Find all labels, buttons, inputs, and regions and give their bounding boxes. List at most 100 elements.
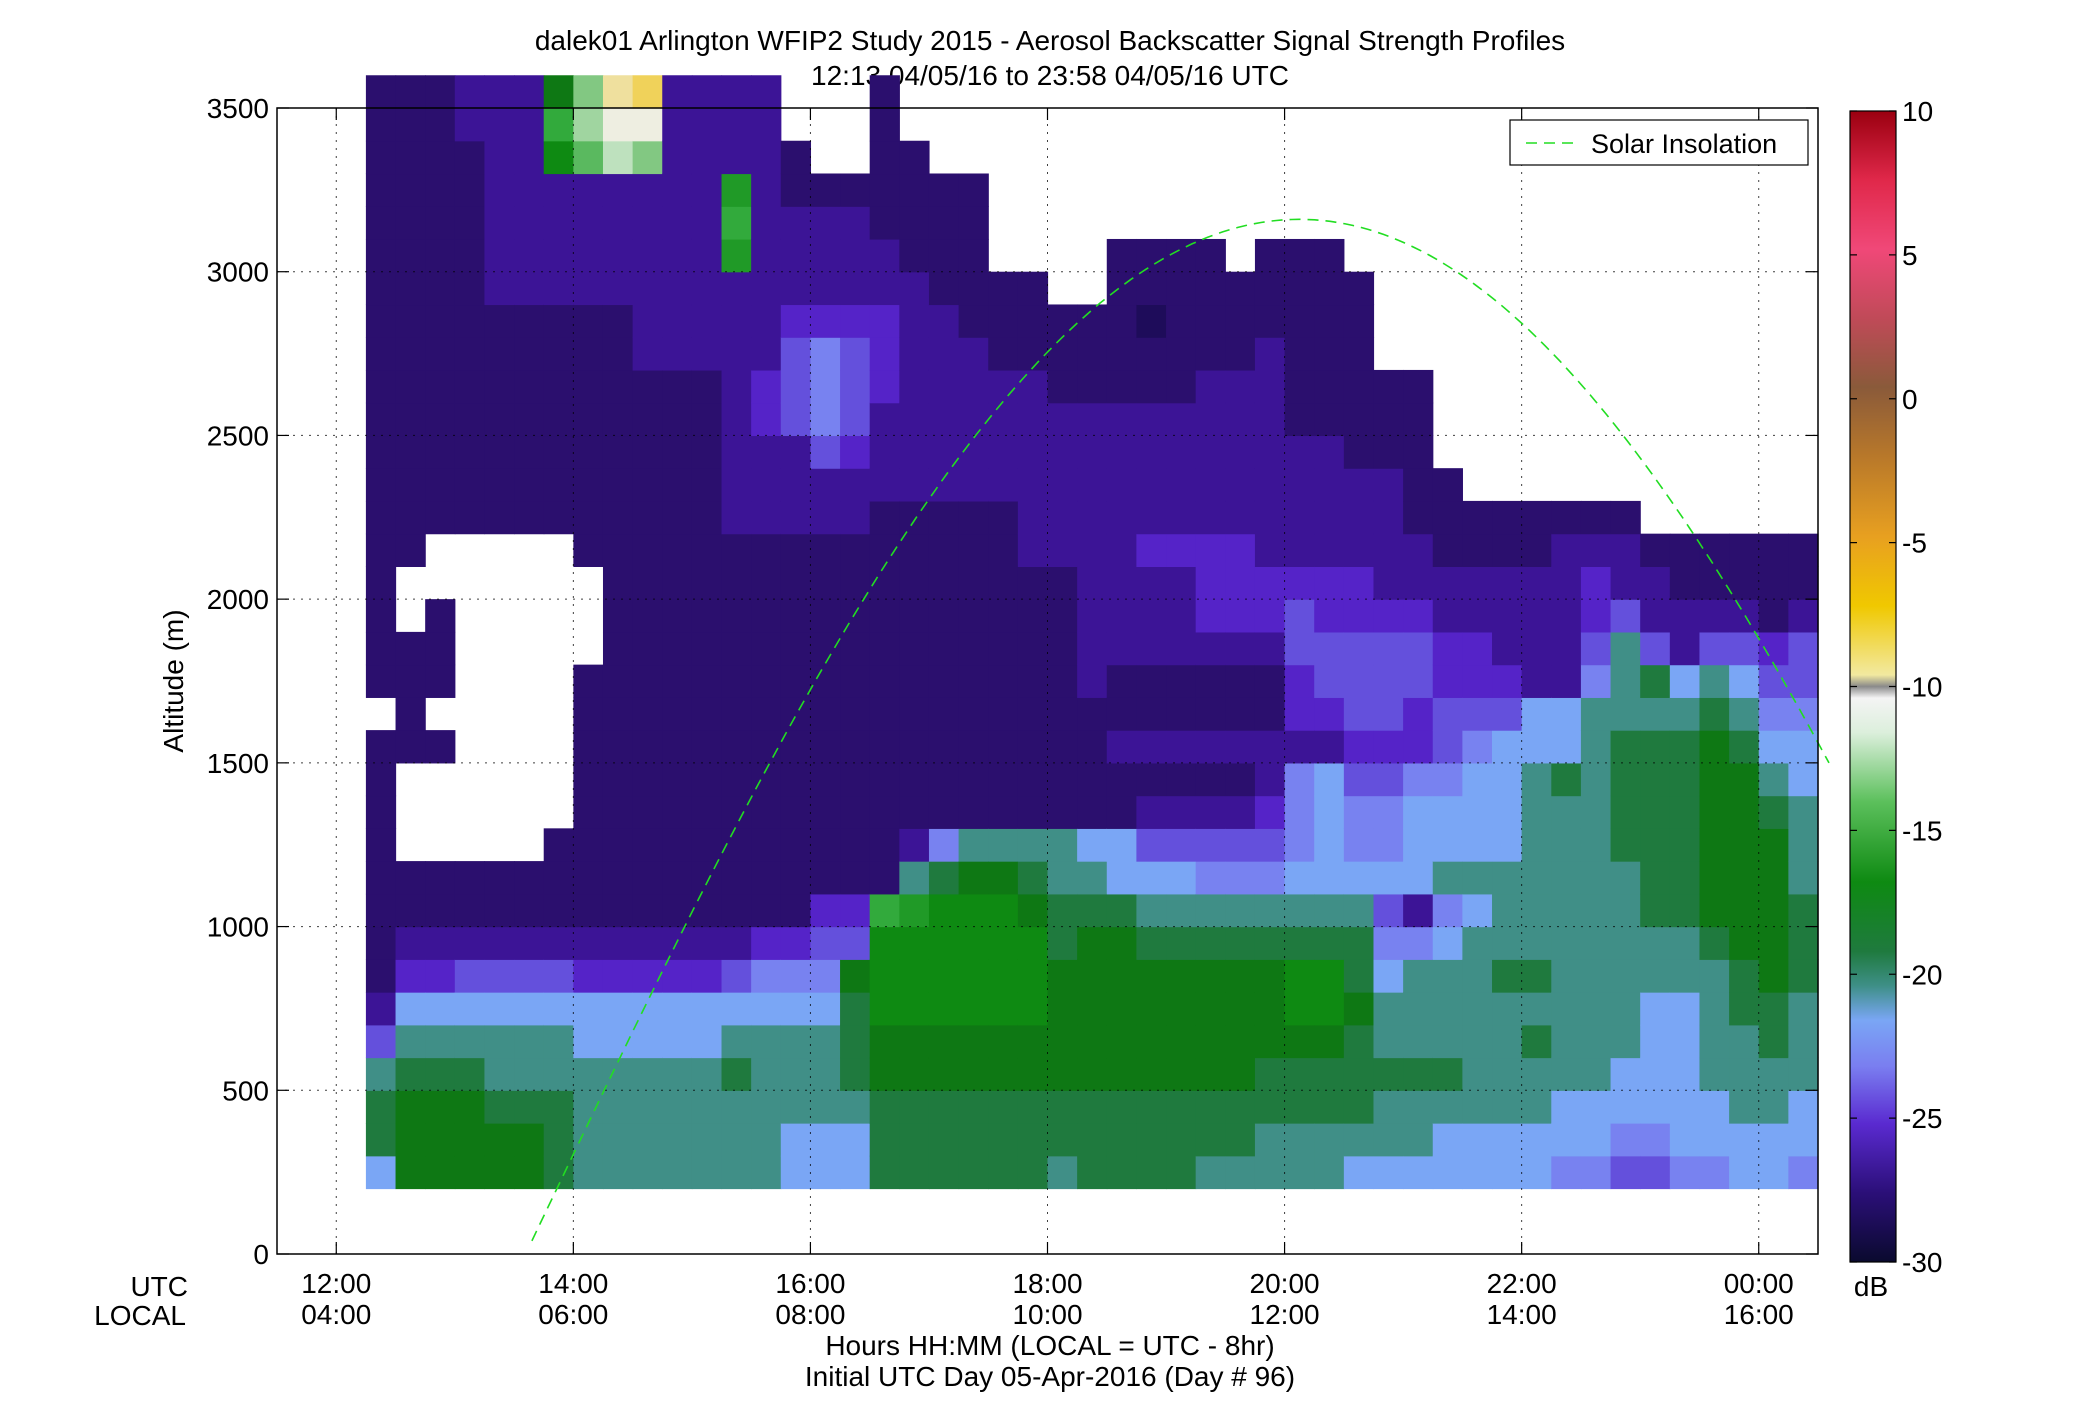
heatmap-cell [1343, 697, 1375, 731]
heatmap-cell [1521, 959, 1552, 993]
heatmap-cell [1225, 959, 1256, 993]
heatmap-cell [1551, 926, 1582, 960]
heatmap-cell [1699, 1024, 1730, 1059]
heatmap-cell [1166, 664, 1197, 698]
heatmap-cell [751, 173, 782, 207]
heatmap-cell [988, 304, 1019, 338]
heatmap-cell [1254, 566, 1286, 600]
heatmap-cell [454, 337, 486, 371]
heatmap-cell [1521, 861, 1552, 895]
heatmap-cell [1788, 893, 1819, 928]
heatmap-cell [691, 828, 723, 862]
heatmap-cell [1166, 631, 1197, 666]
heatmap-cell [573, 500, 604, 535]
heatmap-cell [1462, 959, 1493, 993]
heatmap-cell [1758, 828, 1789, 862]
heatmap-cell [721, 238, 752, 273]
heatmap-cell [632, 893, 663, 928]
heatmap-cell [1403, 959, 1434, 993]
heatmap-cell [573, 762, 604, 797]
heatmap-cell [751, 238, 782, 273]
heatmap-cell [869, 599, 900, 633]
heatmap-cell [1462, 697, 1493, 731]
heatmap-cell [1432, 1090, 1463, 1124]
heatmap-cell [869, 402, 900, 437]
heatmap-cell [1284, 337, 1315, 371]
heatmap-cell [1699, 1057, 1730, 1091]
heatmap-cell [484, 500, 515, 535]
heatmap-cell [1758, 762, 1789, 797]
heatmap-cell [1610, 762, 1641, 797]
heatmap-cell [662, 206, 693, 240]
heatmap-cell [1225, 304, 1256, 338]
heatmap-cell [1788, 828, 1819, 862]
heatmap-cell [1136, 1123, 1167, 1157]
heatmap-cell [1195, 959, 1226, 993]
heatmap-cell [721, 108, 752, 142]
heatmap-cell [869, 369, 900, 404]
heatmap-cell [1284, 369, 1315, 404]
heatmap-cell [1580, 1123, 1612, 1157]
heatmap-cell [751, 893, 782, 928]
heatmap-cell [632, 861, 663, 895]
heatmap-cell [1432, 730, 1463, 764]
heatmap-cell [1314, 1057, 1345, 1091]
colorbar-ticks: 10 5 0 -5 -10 -15 -20 -25 -30 [1850, 96, 1942, 1278]
heatmap-cell [1610, 631, 1641, 666]
heatmap-cell [899, 1155, 930, 1190]
heatmap-cell [484, 1057, 515, 1091]
heatmap-cell [988, 1123, 1019, 1157]
heatmap-cell [484, 992, 515, 1026]
heatmap-cell [869, 1123, 900, 1157]
heatmap-cell [1136, 402, 1167, 437]
heatmap-cell [751, 992, 782, 1026]
heatmap-cell [1166, 1057, 1197, 1091]
heatmap-cell [425, 1123, 456, 1157]
heatmap-cell [691, 926, 723, 960]
heatmap-cell [1047, 369, 1078, 404]
heatmap-cell [365, 108, 397, 142]
heatmap-cell [1788, 861, 1819, 895]
heatmap-cell [1580, 926, 1612, 960]
heatmap-cell [988, 861, 1019, 895]
heatmap-cell [1225, 664, 1256, 698]
heatmap-cell [484, 402, 515, 437]
heatmap-cell [1343, 304, 1375, 338]
heatmap-cell [1166, 1155, 1197, 1190]
heatmap-cell [1195, 664, 1226, 698]
heatmap-cell [1788, 1090, 1819, 1124]
heatmap-cell [1136, 500, 1167, 535]
heatmap-cell [632, 304, 663, 338]
heatmap-cell [1403, 992, 1434, 1026]
x-tick-label-utc: 22:00 [1487, 1268, 1557, 1299]
heatmap-cell [1343, 664, 1375, 698]
heatmap-cell [454, 926, 486, 960]
y-tick-label: 3000 [207, 257, 269, 288]
heatmap-cell [602, 861, 634, 895]
heatmap-cell [365, 566, 397, 600]
heatmap-cell [1403, 893, 1434, 928]
heatmap-cell [1343, 631, 1375, 666]
heatmap-cell [1166, 1024, 1197, 1059]
heatmap-cell [1521, 730, 1552, 764]
heatmap-cell [1669, 762, 1701, 797]
heatmap-cell [780, 238, 812, 273]
colorbar: 10 5 0 -5 -10 -15 -20 -25 -30 dB [1849, 96, 1942, 1302]
heatmap-cell [632, 500, 663, 535]
heatmap-cell [602, 1123, 634, 1157]
heatmap-cell [1136, 468, 1167, 502]
heatmap-cell [1492, 599, 1523, 633]
heatmap-cell [1017, 664, 1049, 698]
heatmap-cell [484, 173, 515, 207]
colorbar-tick-label: 10 [1902, 96, 1933, 127]
heatmap-cell [1225, 1024, 1256, 1059]
heatmap-cell [869, 828, 900, 862]
heatmap-cell [691, 566, 723, 600]
heatmap-cell [1314, 861, 1345, 895]
heatmap-cell [1640, 828, 1671, 862]
heatmap-cell [928, 238, 960, 273]
heatmap-cell [751, 500, 782, 535]
heatmap-cell [1403, 533, 1434, 567]
heatmap-cell [1343, 435, 1375, 469]
heatmap-cell [1788, 533, 1819, 567]
